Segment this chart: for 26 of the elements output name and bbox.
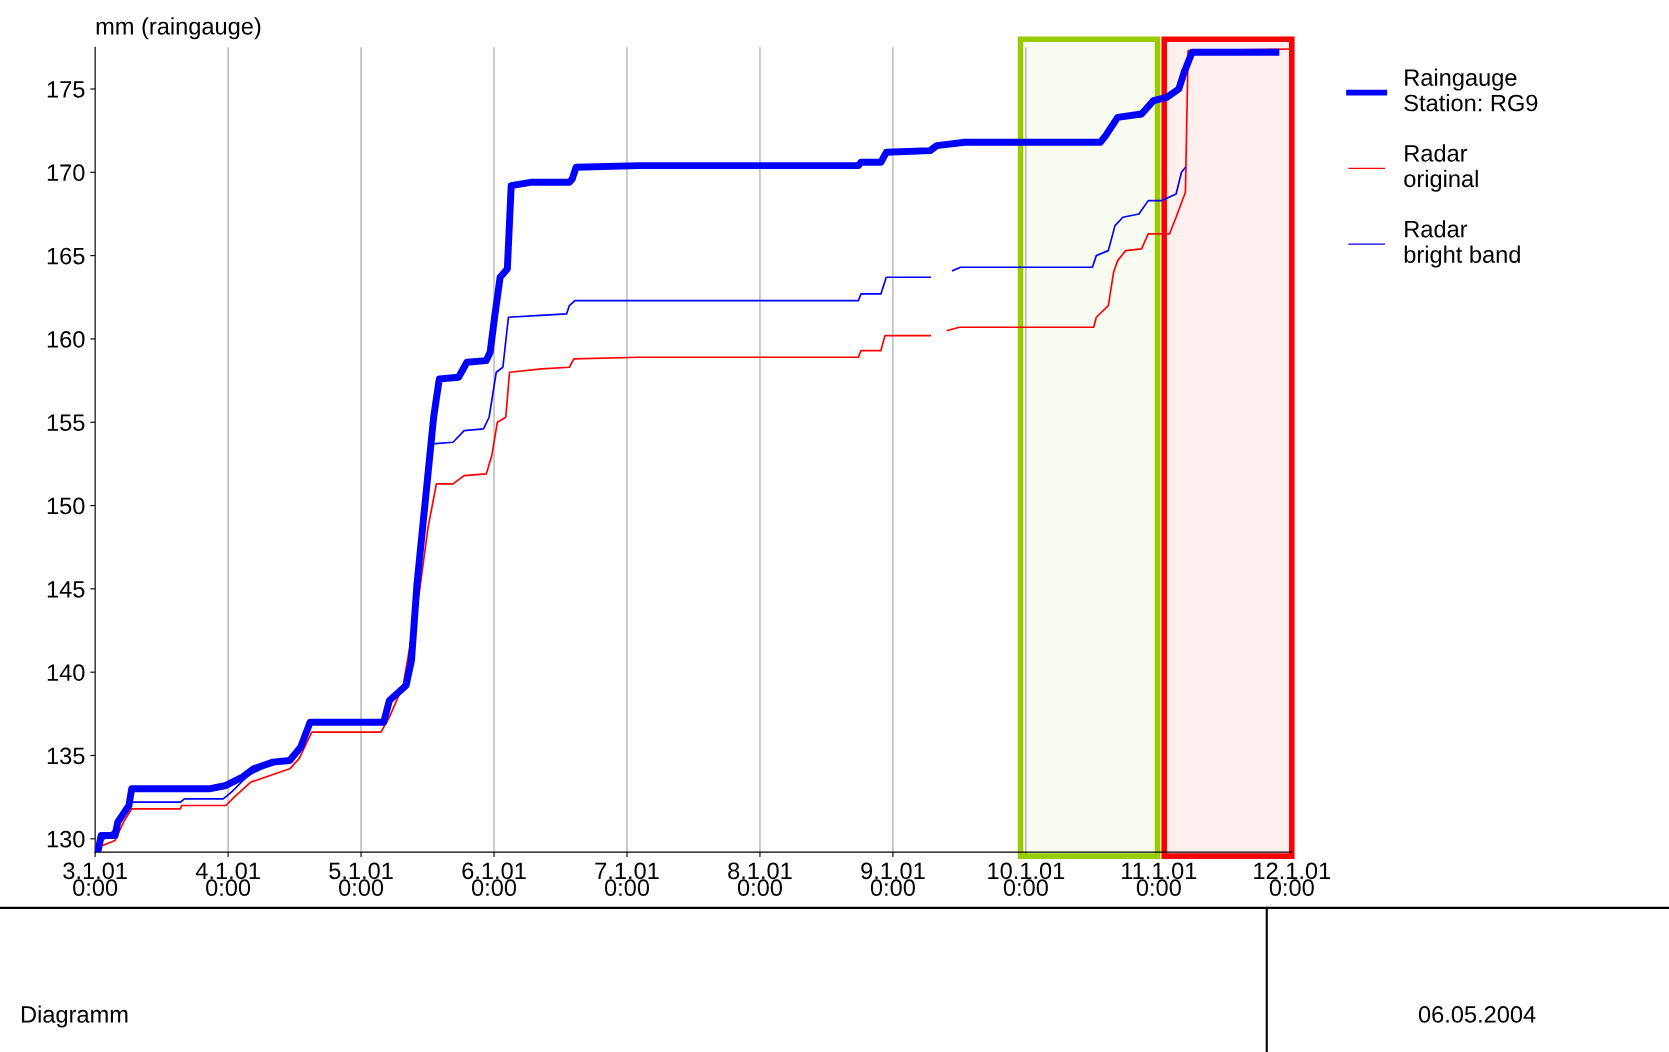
x-tick-label: 10.1.01 0:00	[988, 862, 1065, 897]
x-tick-label: 3.1.01 0:00	[63, 862, 127, 897]
y-tick-label: 130	[47, 830, 85, 848]
x-tick-label: 8.1.01 0:00	[728, 862, 792, 897]
y-tick-label: 160	[47, 331, 85, 348]
y-axis-title: mm (raingauge)	[96, 17, 261, 40]
text: 06.05.2004	[1418, 1006, 1536, 1023]
legend-label: Raingauge Station: RG9	[1404, 68, 1538, 112]
y-tick-label: 140	[47, 664, 85, 681]
legend-label: Radar original	[1404, 144, 1478, 192]
text: Diagramm	[21, 1005, 128, 1028]
legend-label: Radar bright band	[1404, 220, 1520, 268]
x-tick-label: 5.1.01 0:00	[329, 862, 393, 897]
y-tick-label: 145	[47, 581, 85, 598]
x-tick-label: 9.1.01 0:00	[861, 862, 925, 897]
y-tick-label: 155	[47, 414, 85, 432]
y-tick-label: 175	[47, 81, 85, 98]
y-tick-label: 170	[47, 164, 85, 182]
x-tick-label: 11.1.01 0:00	[1122, 862, 1197, 897]
y-tick-label: 135	[47, 747, 85, 765]
x-tick-label: 6.1.01 0:00	[462, 862, 526, 897]
x-tick-label: 4.1.01 0:00	[195, 862, 260, 897]
y-tick-label: 165	[47, 247, 85, 265]
y-tick-label: 150	[47, 497, 85, 515]
x-tick-label: 12.1.01 0:00	[1254, 862, 1331, 897]
x-tick-label: 7.1.01 0:00	[595, 862, 659, 897]
